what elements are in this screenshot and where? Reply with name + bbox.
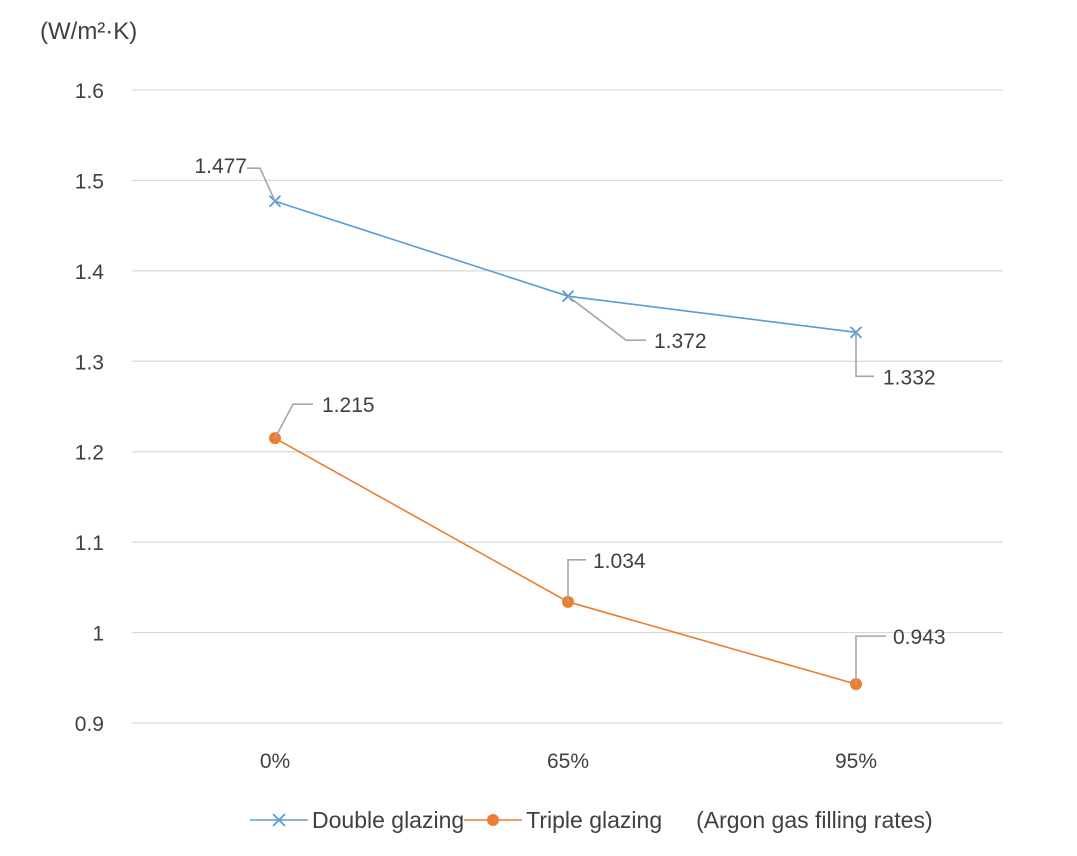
series-line-double-glazing — [274, 200, 857, 334]
y-tick-label: 1.4 — [75, 261, 105, 284]
data-label: 1.372 — [654, 330, 707, 353]
legend-item-triple-glazing[interactable]: Triple glazing — [464, 803, 662, 837]
legend-item-double-glazing[interactable]: Double glazing — [250, 803, 464, 837]
legend-label-double-glazing: Double glazing — [312, 806, 465, 833]
data-label-leader — [855, 332, 874, 378]
data-label: 1.477 — [194, 155, 247, 178]
legend: Double glazing Triple glazing (Argon gas… — [250, 803, 933, 837]
legend-x-marker-icon — [250, 813, 308, 827]
y-tick-label: 1.6 — [75, 80, 104, 103]
data-label: 1.034 — [593, 550, 646, 573]
legend-label-triple-glazing: Triple glazing — [526, 806, 663, 833]
series-line-triple-glazing — [274, 437, 857, 685]
y-axis-ticks: 0.9 1 1.1 1.2 1.3 1.4 1.5 1.6 — [75, 80, 105, 736]
x-tick-label: 0% — [260, 750, 290, 773]
y-tick-label: 1.3 — [75, 351, 104, 374]
legend-circle-marker-icon — [464, 814, 523, 826]
series-group — [268, 195, 863, 691]
data-labels-group: 1.477 1.372 1.332 1.215 1.034 0.943 — [194, 155, 946, 685]
y-tick-label: 1.1 — [75, 532, 104, 555]
y-tick-label: 1 — [92, 623, 104, 646]
y-tick-label: 1.5 — [75, 170, 104, 193]
data-label-leader — [855, 635, 886, 685]
y-tick-label: 1.2 — [75, 442, 104, 465]
x-tick-label: 65% — [547, 750, 589, 773]
line-chart: 0.9 1 1.1 1.2 1.3 1.4 1.5 1.6 0% 65% 95% 1.477 1.3… — [75, 80, 1003, 773]
y-axis-unit-label: (W/m²·K) — [40, 18, 138, 45]
y-tick-label: 0.9 — [75, 713, 104, 736]
data-label-leader — [567, 559, 586, 602]
gridlines — [132, 89, 1003, 724]
x-axis-ticks: 0% 65% 95% — [260, 750, 877, 773]
data-label-leader — [274, 403, 313, 439]
data-label-leader — [247, 167, 276, 202]
x-tick-label: 95% — [835, 750, 877, 773]
data-label: 1.332 — [883, 366, 936, 389]
x-axis-title: (Argon gas filling rates) — [696, 806, 933, 833]
data-label: 1.215 — [322, 394, 375, 417]
data-label-leader — [567, 295, 646, 341]
data-label: 0.943 — [893, 626, 946, 649]
